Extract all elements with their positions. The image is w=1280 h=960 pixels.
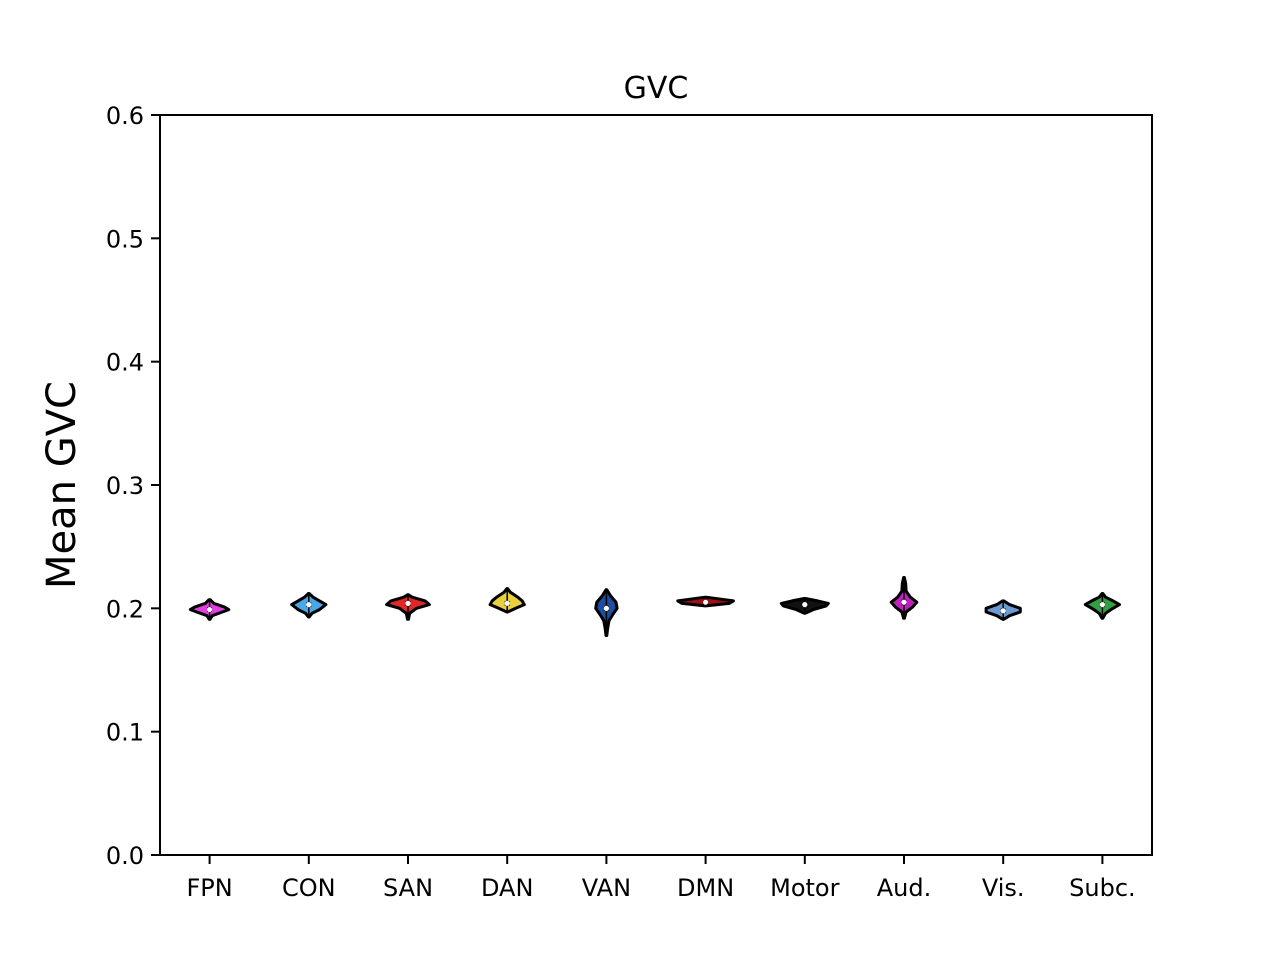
x-tick-label: Aud. xyxy=(877,874,932,902)
x-tick-label: FPN xyxy=(186,874,232,902)
x-tick-label: DAN xyxy=(481,874,533,902)
violin-median-point xyxy=(405,600,411,607)
y-axis-label: Mean GVC xyxy=(39,381,85,589)
y-tick-label: 0.0 xyxy=(106,842,144,870)
x-tick-label: CON xyxy=(282,874,336,902)
plot-area-frame xyxy=(159,114,1153,856)
violin-median-point xyxy=(207,606,213,613)
y-tick-label: 0.6 xyxy=(106,102,144,130)
x-tick-label: Motor xyxy=(770,874,839,902)
violin-median-point xyxy=(1000,608,1006,614)
x-tick-label: DMN xyxy=(677,874,734,902)
violin-median-point xyxy=(504,600,510,607)
violin-median-point xyxy=(802,602,808,608)
x-tick-label: VAN xyxy=(582,874,631,902)
y-tick-label: 0.2 xyxy=(106,595,144,623)
chart-title: GVC xyxy=(624,71,689,106)
x-axis-ticks: FPN CON SAN DAN VAN DMN Motor Aud. Vis. Subc. xyxy=(186,855,1136,902)
y-tick-label: 0.5 xyxy=(106,225,144,253)
y-axis-ticks: 0.0 0.1 0.2 0.3 0.4 0.5 0.6 xyxy=(106,102,160,870)
x-tick-label: Vis. xyxy=(982,874,1025,902)
y-tick-label: 0.3 xyxy=(106,472,144,500)
y-tick-label: 0.1 xyxy=(106,719,144,747)
violin-median-point xyxy=(901,599,907,605)
violin-median-point xyxy=(1099,602,1105,608)
x-tick-label: Subc. xyxy=(1069,874,1136,902)
x-tick-label: SAN xyxy=(383,874,433,902)
violin-group xyxy=(188,576,1121,637)
violin-median-point xyxy=(703,599,709,605)
y-tick-label: 0.4 xyxy=(106,349,144,377)
violin-median-point xyxy=(603,605,610,611)
violin-median-point xyxy=(306,602,312,608)
